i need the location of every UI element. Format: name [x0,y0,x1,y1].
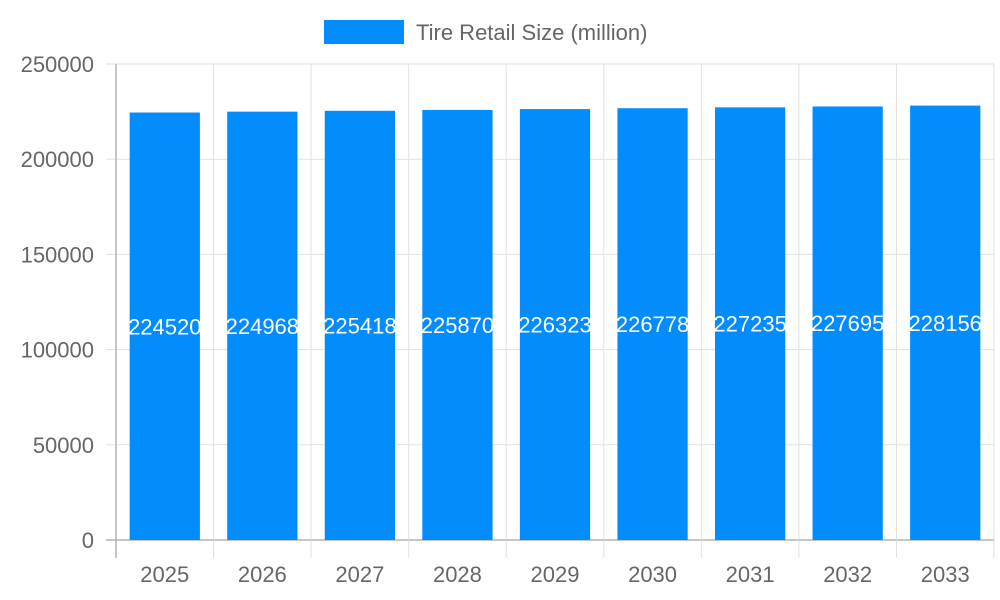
data-label: 224968 [226,314,299,339]
bar[interactable] [617,108,688,540]
x-tick-label: 2026 [238,562,287,587]
x-tick-label: 2032 [823,562,872,587]
x-tick-label: 2027 [335,562,384,587]
x-tick-label: 2029 [531,562,580,587]
bars [129,105,981,541]
x-tick-label: 2031 [726,562,775,587]
data-label: 226323 [518,313,591,338]
y-tick-label: 200000 [21,147,94,172]
legend-label: Tire Retail Size (million) [416,20,647,45]
data-label: 224520 [128,314,201,339]
y-tick-label: 250000 [21,52,94,77]
y-tick-label: 0 [82,528,94,553]
data-label: 227695 [811,311,884,336]
x-tick-label: 2030 [628,562,677,587]
y-tick-label: 150000 [21,242,94,267]
x-tick-label: 2028 [433,562,482,587]
y-tick-label: 50000 [33,433,94,458]
bar[interactable] [129,112,200,541]
legend[interactable]: Tire Retail Size (million) [324,20,647,45]
y-tick-label: 100000 [21,338,94,363]
bar[interactable] [910,105,981,540]
bar[interactable] [812,106,883,540]
bar[interactable] [714,107,786,541]
legend-swatch [324,20,404,44]
bar[interactable] [324,110,396,540]
data-label: 225418 [323,313,396,338]
data-label: 227235 [713,312,786,337]
data-label: 228156 [909,311,982,336]
data-label: 225870 [421,313,494,338]
bar[interactable] [519,109,591,541]
x-tick-label: 2025 [140,562,189,587]
data-labels: 224520 224968 225418 225870 226323 226778 2272… [128,311,982,339]
x-tick-label: 2033 [921,562,970,587]
bar[interactable] [422,109,493,541]
bar[interactable] [227,111,298,541]
data-label: 226778 [616,312,689,337]
